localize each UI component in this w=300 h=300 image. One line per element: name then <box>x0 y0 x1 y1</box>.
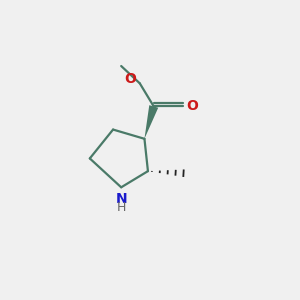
Polygon shape <box>145 105 158 139</box>
Text: N: N <box>116 192 127 206</box>
Text: O: O <box>187 100 199 113</box>
Text: H: H <box>116 201 126 214</box>
Text: O: O <box>124 72 136 86</box>
